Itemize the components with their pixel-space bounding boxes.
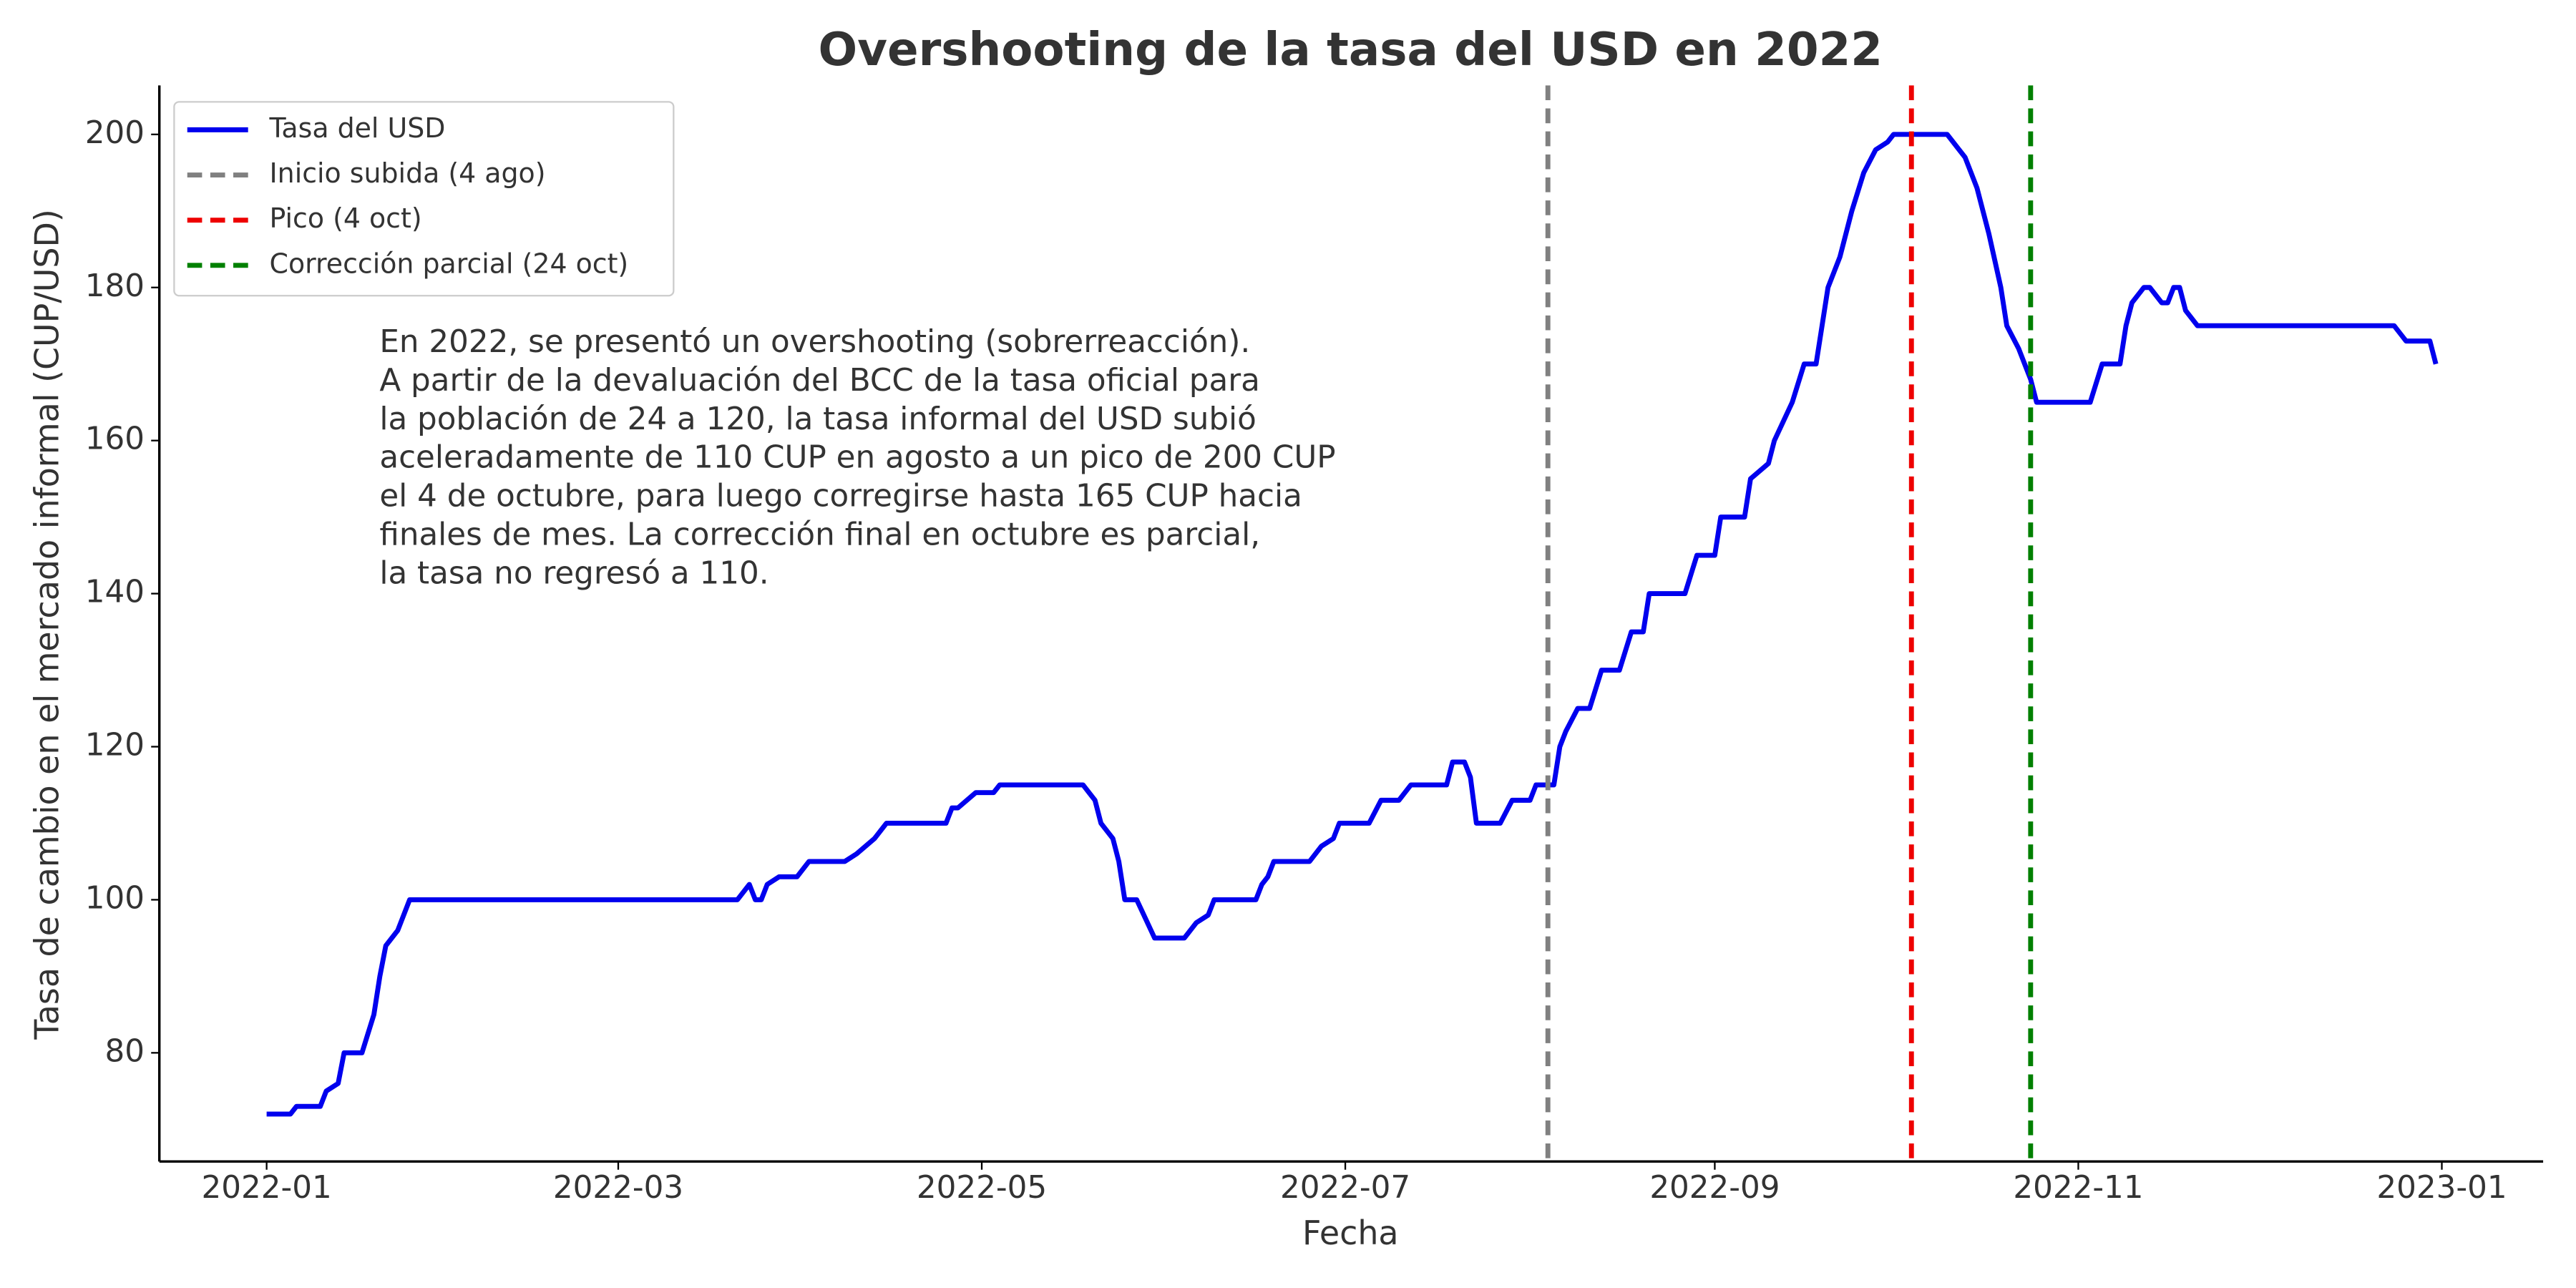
legend-label: Corrección parcial (24 oct) [270, 248, 629, 279]
legend-label: Tasa del USD [269, 112, 446, 144]
x-axis-label: Fecha [1302, 1214, 1399, 1252]
annotation: la población de 24 a 120, la tasa inform… [379, 401, 1256, 437]
chart-title: Overshooting de la tasa del USD en 2022 [818, 23, 1883, 77]
annotation: finales de mes. La corrección final en o… [379, 517, 1260, 553]
x-tick-label: 2022-11 [2013, 1170, 2143, 1206]
x-tick-label: 2022-05 [917, 1170, 1047, 1206]
x-tick-label: 2022-03 [553, 1170, 683, 1206]
legend-label: Inicio subida (4 ago) [270, 157, 546, 189]
y-tick-label: 80 [105, 1033, 145, 1069]
annotation: En 2022, se presentó un overshooting (so… [379, 324, 1250, 360]
x-tick-label: 2022-07 [1280, 1170, 1410, 1206]
line [266, 132, 2439, 1117]
y-tick-label: 120 [85, 728, 145, 763]
y-tick-label: 140 [85, 575, 145, 610]
y-tick-label: 200 [85, 115, 145, 151]
annotation: el 4 de octubre, para luego corregirse h… [379, 479, 1302, 514]
x-tick-label: 2022-09 [1649, 1170, 1780, 1206]
legend-label: Pico (4 oct) [270, 203, 422, 234]
annotation: A partir de la devaluación del BCC de la… [379, 363, 1260, 399]
annotation: la tasa no regresó a 110. [379, 556, 769, 592]
y-tick-label: 100 [85, 880, 145, 916]
y-axis-label: Tasa de cambio en el mercado informal (C… [27, 209, 66, 1040]
legend-box [173, 101, 675, 297]
y-tick-label: 180 [85, 268, 145, 304]
x-tick-label: 2023-01 [2376, 1170, 2507, 1206]
y-tick-label: 160 [85, 421, 145, 457]
x-tick-label: 2022-01 [202, 1170, 332, 1206]
annotation: aceleradamente de 110 CUP en agosto a un… [379, 440, 1335, 476]
